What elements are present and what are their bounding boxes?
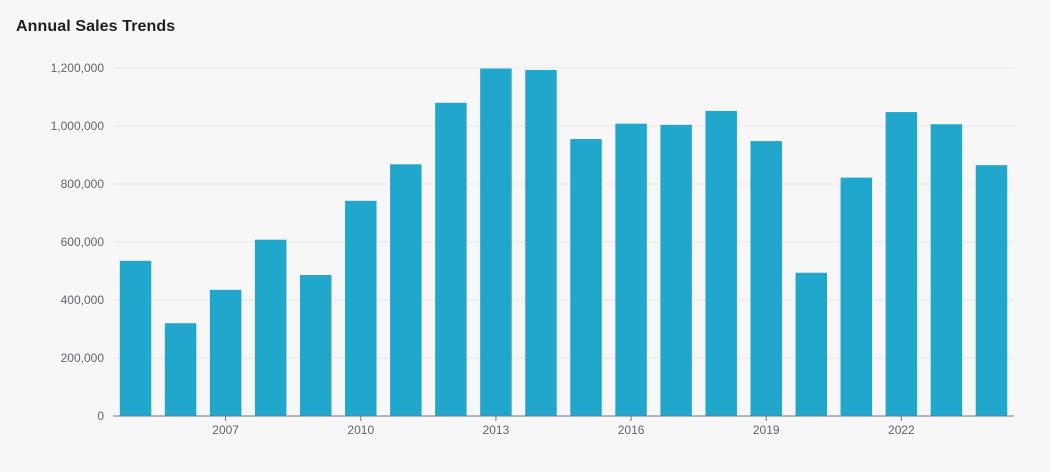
chart-title: Annual Sales Trends — [16, 18, 176, 35]
x-tick-label: 2022 — [888, 423, 915, 437]
bar-2020[interactable] — [795, 272, 828, 416]
bar-2015[interactable] — [570, 139, 602, 417]
bar-2010[interactable] — [345, 200, 377, 416]
bar-2008[interactable] — [254, 239, 287, 416]
x-axis-ticks: 2007 2010 2013 2016 2019 2022 — [212, 416, 915, 437]
bar-2006[interactable] — [164, 323, 197, 416]
y-tick-label: 0 — [97, 409, 104, 423]
x-tick-label: 2013 — [483, 423, 510, 437]
x-tick-label: 2016 — [618, 423, 645, 437]
bar-2024[interactable] — [975, 165, 1008, 416]
y-tick-label: 1,200,000 — [51, 61, 105, 75]
bar-2018[interactable] — [705, 110, 737, 417]
bar-2012[interactable] — [435, 102, 467, 417]
bar-2021[interactable] — [840, 177, 873, 416]
y-axis-ticks: 0 200,000 400,000 600,000 800,000 1,000,000 1,… — [51, 61, 105, 423]
y-tick-label: 200,000 — [61, 351, 105, 365]
x-tick-label: 2019 — [753, 423, 780, 437]
bar-2023[interactable] — [930, 124, 963, 416]
gridlines — [113, 67, 1014, 359]
bar-2007[interactable] — [209, 289, 242, 416]
y-tick-label: 400,000 — [61, 293, 105, 307]
bar-2005[interactable] — [119, 260, 152, 416]
x-tick-label: 2007 — [212, 423, 239, 437]
bar-2017[interactable] — [660, 124, 692, 416]
y-tick-label: 1,000,000 — [51, 119, 105, 133]
x-tick-label: 2010 — [347, 423, 374, 437]
bar-2022[interactable] — [885, 112, 918, 416]
bar-2016[interactable] — [615, 123, 647, 417]
bar-2011[interactable] — [390, 164, 422, 416]
bar-2014[interactable] — [525, 70, 557, 416]
bar-2013[interactable] — [480, 68, 512, 416]
bar-2019[interactable] — [750, 141, 782, 416]
y-tick-label: 800,000 — [61, 177, 105, 191]
bars — [119, 68, 1008, 417]
y-tick-label: 600,000 — [61, 235, 105, 249]
bar-2009[interactable] — [299, 275, 332, 416]
